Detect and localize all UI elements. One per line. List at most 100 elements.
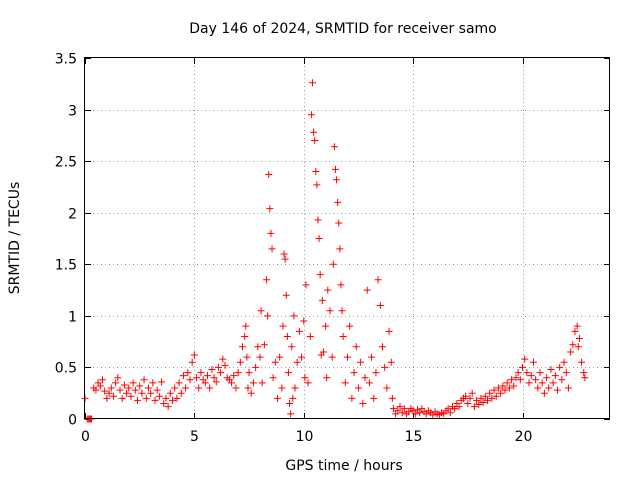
data-point <box>169 396 176 404</box>
data-point <box>556 363 564 371</box>
data-point <box>158 378 166 386</box>
data-point <box>346 322 354 330</box>
data-point <box>527 372 535 380</box>
data-point <box>370 394 378 402</box>
data-point <box>283 332 291 340</box>
data-point <box>304 379 312 387</box>
data-point <box>173 394 181 402</box>
data-point <box>309 79 316 87</box>
y-tick-label: 2 <box>68 207 77 223</box>
data-point <box>334 198 342 206</box>
data-point <box>147 389 155 397</box>
data-point <box>179 372 187 380</box>
data-point <box>344 353 351 361</box>
data-point <box>319 348 327 356</box>
data-point <box>331 165 339 173</box>
data-point <box>365 379 373 387</box>
data-point <box>175 379 183 387</box>
data-point <box>266 205 274 213</box>
data-point <box>335 219 343 227</box>
data-point <box>336 245 344 253</box>
data-point <box>348 394 356 402</box>
data-point <box>324 286 332 294</box>
data-point <box>254 343 262 351</box>
data-point <box>479 398 487 406</box>
data-point <box>149 379 157 387</box>
data-point <box>574 343 582 351</box>
data-point <box>263 276 271 284</box>
data-point <box>144 384 152 392</box>
data-point <box>288 343 296 351</box>
data-point <box>287 410 295 418</box>
data-point <box>466 394 474 402</box>
data-point <box>177 389 185 397</box>
grid-lines <box>85 58 610 419</box>
data-point <box>359 400 367 408</box>
data-point <box>560 358 568 366</box>
data-points <box>81 79 589 423</box>
data-point <box>114 374 122 382</box>
y-tick-label: 3 <box>68 104 77 120</box>
data-point <box>208 365 216 373</box>
data-point <box>138 389 146 397</box>
data-point <box>142 394 150 402</box>
data-point <box>374 276 382 284</box>
data-point <box>363 286 371 294</box>
data-point <box>155 392 163 400</box>
data-point <box>217 369 225 377</box>
data-point <box>298 353 306 361</box>
data-point <box>383 384 391 392</box>
data-point <box>289 394 297 402</box>
data-point <box>329 260 337 268</box>
data-point <box>499 382 507 390</box>
data-point <box>281 255 289 263</box>
data-point <box>354 384 362 392</box>
data-point <box>171 384 179 392</box>
data-point <box>101 387 109 395</box>
data-point <box>562 369 570 377</box>
data-point <box>295 327 303 335</box>
x-tick-label: 10 <box>296 429 314 445</box>
data-point <box>160 400 168 408</box>
data-point <box>519 363 526 371</box>
x-tick-label: 5 <box>190 429 199 445</box>
data-point <box>416 409 424 417</box>
data-point <box>567 348 575 356</box>
data-point <box>109 392 117 400</box>
data-point <box>127 392 135 400</box>
data-point <box>398 409 406 417</box>
data-point <box>573 322 581 330</box>
data-point <box>372 369 380 377</box>
data-point <box>107 384 115 392</box>
data-point <box>96 382 104 390</box>
data-point <box>291 384 299 392</box>
data-point <box>328 353 336 361</box>
data-point <box>481 392 489 400</box>
data-point <box>116 386 124 394</box>
data-point <box>396 403 404 411</box>
data-point <box>244 384 252 392</box>
data-point <box>529 358 537 366</box>
data-point <box>516 376 524 384</box>
data-point <box>276 353 284 361</box>
data-point <box>379 343 386 351</box>
axis-ticks <box>85 58 610 420</box>
data-point <box>269 374 277 382</box>
plot-frame <box>84 57 610 419</box>
data-point <box>361 374 369 382</box>
data-point <box>314 216 322 224</box>
data-point <box>195 384 203 392</box>
data-point <box>488 394 496 402</box>
data-point <box>206 384 214 392</box>
data-point <box>326 307 334 315</box>
data-point <box>323 374 331 382</box>
data-point <box>214 363 222 371</box>
data-point <box>134 396 141 404</box>
data-point <box>310 128 318 136</box>
data-point <box>260 341 268 349</box>
data-point <box>230 372 238 380</box>
data-point <box>540 389 548 397</box>
data-point <box>451 405 459 413</box>
data-point <box>400 405 408 413</box>
data-point <box>337 281 345 289</box>
